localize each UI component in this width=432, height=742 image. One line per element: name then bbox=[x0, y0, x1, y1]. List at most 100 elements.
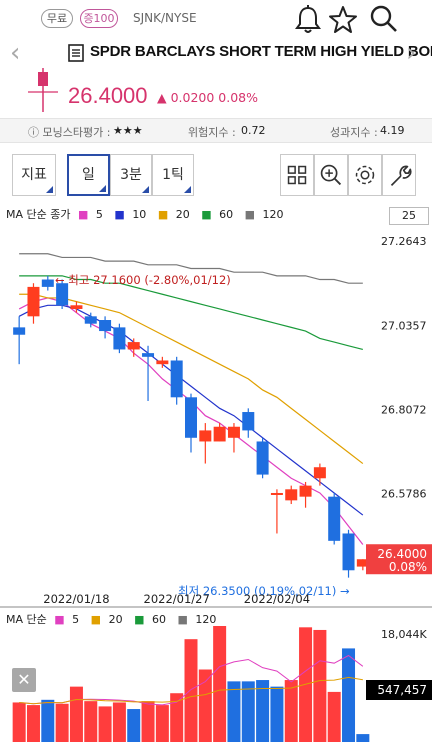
volume-bar bbox=[26, 705, 40, 742]
document-icon[interactable] bbox=[68, 44, 84, 62]
high-annotation: ← 최고 27.1600 (-2.80%,01/12) bbox=[55, 273, 231, 287]
axis-labels: 27.2643 27.0357 26.8072 26.5786 ← 최고 27.1600… bbox=[43, 235, 432, 700]
1tick-button[interactable]: 1틱 bbox=[152, 154, 194, 196]
candle-body bbox=[328, 496, 341, 541]
volume-bar bbox=[55, 703, 69, 742]
candle-body bbox=[27, 286, 40, 317]
x-tick-label: 2022/02/04 bbox=[244, 592, 310, 606]
ma60-line bbox=[19, 275, 363, 351]
volume-bar bbox=[227, 681, 241, 742]
candle-body bbox=[185, 397, 197, 438]
volume-current-box bbox=[366, 680, 432, 700]
candle-body bbox=[99, 320, 112, 332]
current-price-label: 26.4000 bbox=[377, 547, 427, 561]
volume-bar bbox=[284, 680, 298, 742]
volume-bar bbox=[12, 702, 26, 742]
ticker-label: SJNK/NYSE bbox=[133, 11, 197, 25]
vol-ma20-line bbox=[19, 676, 363, 705]
volume-legend: MA 단순 ■ 5 ■ 20 ■ 60 ■ 120 bbox=[6, 611, 224, 627]
volume-bar bbox=[198, 669, 212, 742]
period-count-box[interactable]: 25 bbox=[389, 207, 429, 225]
ma20-legend: ■ 20 bbox=[157, 208, 190, 221]
y-tick-label: 27.0357 bbox=[381, 319, 427, 332]
volume-bar bbox=[313, 629, 327, 742]
mini-candle-icon bbox=[28, 68, 58, 112]
rating-bar: ⓘ 모닝스타평가 : ★★★ 위험지수 : 0.72 성과지수 : 4.19 bbox=[0, 118, 432, 143]
stock-name[interactable]: SPDR BARCLAYS SHORT TERM HIGH YIELD BON … bbox=[90, 43, 432, 60]
ma120-legend: ■ 120 bbox=[244, 208, 284, 221]
price-chart[interactable]: 27.2643 27.0357 26.8072 26.5786 ← 최고 27.1600… bbox=[0, 210, 432, 742]
performance-label: 성과지수 : bbox=[330, 126, 378, 139]
stock-name-bar: ‹ SPDR BARCLAYS SHORT TERM HIGH YIELD BO… bbox=[0, 38, 432, 68]
candle-body bbox=[356, 559, 369, 567]
volume-bar bbox=[356, 734, 370, 742]
volume-bar bbox=[327, 691, 341, 742]
morningstar-label[interactable]: ⓘ 모닝스타평가 : bbox=[28, 126, 111, 139]
candle-body bbox=[127, 342, 140, 350]
volume-bar bbox=[270, 686, 284, 742]
prev-stock-arrow[interactable]: ‹ bbox=[10, 38, 21, 68]
candle-body bbox=[142, 353, 155, 357]
free-badge: 무료 bbox=[41, 9, 73, 28]
daily-label: 일 bbox=[82, 167, 95, 183]
indicator-label: 지표 bbox=[21, 167, 47, 183]
corner-triangle-icon bbox=[184, 186, 191, 193]
indicator-button[interactable]: 지표 bbox=[12, 154, 56, 196]
y-tick-label: 27.2643 bbox=[381, 235, 427, 248]
zoom-icon[interactable] bbox=[314, 154, 348, 196]
corner-triangle-icon bbox=[99, 185, 106, 192]
volume-bar bbox=[41, 699, 55, 742]
top-bar: 무료 증100 SJNK/NYSE bbox=[0, 0, 432, 38]
chart-toolbar: 지표 일 3분 1틱 bbox=[0, 150, 432, 202]
vol-ma60-legend: ■ 60 bbox=[134, 613, 166, 626]
performance-value: 4.19 bbox=[380, 124, 405, 137]
corner-triangle-icon bbox=[142, 186, 149, 193]
volume-bar bbox=[256, 680, 270, 742]
wrench-icon[interactable] bbox=[382, 154, 416, 196]
ma5-legend: ■ 5 bbox=[78, 208, 103, 221]
price-change: ▲ 0.0200 0.08% bbox=[157, 90, 259, 105]
candle-body bbox=[242, 412, 255, 431]
volume-max-label: 18,044K bbox=[381, 628, 427, 641]
candle-body bbox=[313, 467, 326, 479]
vol-ma20-legend: ■ 20 bbox=[90, 613, 123, 626]
volume-bar bbox=[342, 648, 356, 742]
candle-body bbox=[113, 327, 126, 350]
candles bbox=[13, 275, 369, 578]
volume-bar bbox=[170, 693, 184, 742]
morningstar-stars: ★★★ bbox=[113, 124, 143, 137]
corner-triangle-icon bbox=[46, 186, 53, 193]
candle-body bbox=[70, 305, 83, 309]
vol-ma120-legend: ■ 120 bbox=[177, 613, 217, 626]
x-tick-label: 2022/01/18 bbox=[43, 592, 109, 606]
ma-legend-label: MA 단순 종가 bbox=[6, 208, 71, 221]
next-stock-arrow[interactable]: › bbox=[406, 38, 417, 68]
ma60-legend: ■ 60 bbox=[201, 208, 234, 221]
search-icon[interactable] bbox=[369, 4, 399, 36]
candle-body bbox=[13, 327, 26, 335]
margin-badge: 증100 bbox=[80, 9, 118, 28]
y-tick-label: 26.5786 bbox=[381, 488, 427, 501]
volume-bar bbox=[141, 701, 155, 742]
candle-body bbox=[156, 360, 169, 365]
settings-icon[interactable] bbox=[348, 154, 382, 196]
candle-body bbox=[299, 485, 312, 497]
grid-icon[interactable] bbox=[280, 154, 314, 196]
volume-bar bbox=[112, 702, 126, 742]
candle-body bbox=[342, 533, 355, 571]
vol-legend-label: MA 단순 bbox=[6, 613, 47, 626]
ma-legend: MA 단순 종가 ■ 5 ■ 10 ■ 20 ■ 60 ■ 120 bbox=[6, 206, 292, 222]
close-icon[interactable]: ✕ bbox=[12, 668, 36, 692]
candle-body bbox=[285, 489, 298, 501]
3min-button[interactable]: 3분 bbox=[110, 154, 152, 196]
volume-bar bbox=[127, 709, 141, 742]
low-annotation: 최저 26.3500 (0.19%,02/11) → bbox=[178, 584, 350, 598]
bell-icon[interactable] bbox=[293, 4, 323, 36]
volume-bar bbox=[184, 639, 198, 742]
star-icon[interactable] bbox=[328, 4, 358, 36]
ma120-line bbox=[19, 253, 363, 284]
price-bar: 26.4000 ▲ 0.0200 0.08% bbox=[0, 68, 432, 118]
candle-body bbox=[84, 316, 97, 324]
1tick-label: 1틱 bbox=[162, 167, 184, 183]
daily-button[interactable]: 일 bbox=[67, 154, 110, 196]
